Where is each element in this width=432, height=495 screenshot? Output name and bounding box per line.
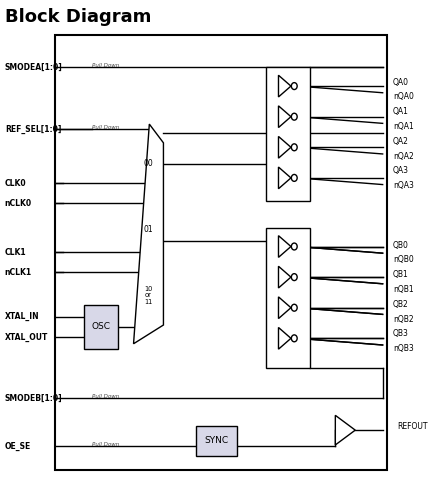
Circle shape <box>291 274 297 281</box>
Bar <box>55 35 387 470</box>
Text: nQB3: nQB3 <box>393 344 414 353</box>
Polygon shape <box>279 328 291 349</box>
Circle shape <box>291 335 297 342</box>
Bar <box>267 228 310 368</box>
Text: QB2: QB2 <box>393 300 409 309</box>
Circle shape <box>291 113 297 120</box>
Circle shape <box>291 243 297 250</box>
Text: CLK1: CLK1 <box>5 248 26 257</box>
Text: 00: 00 <box>143 159 153 168</box>
Text: QA3: QA3 <box>393 166 409 176</box>
Text: nQA3: nQA3 <box>393 181 414 190</box>
Text: QB1: QB1 <box>393 270 409 279</box>
Text: 01: 01 <box>144 225 153 234</box>
Text: nQA0: nQA0 <box>393 93 414 101</box>
Text: SMODEB[1:0]: SMODEB[1:0] <box>5 394 63 402</box>
Text: nQA1: nQA1 <box>393 122 414 131</box>
Text: Pull Down: Pull Down <box>92 442 119 447</box>
Text: SYNC: SYNC <box>204 437 229 446</box>
Text: QA2: QA2 <box>393 137 409 146</box>
Text: nCLK0: nCLK0 <box>5 198 32 207</box>
Polygon shape <box>279 106 291 128</box>
Circle shape <box>291 304 297 311</box>
Circle shape <box>291 144 297 151</box>
Circle shape <box>291 83 297 90</box>
Text: OSC: OSC <box>91 322 110 332</box>
Text: 10
or
11: 10 or 11 <box>144 286 152 305</box>
Text: nQB2: nQB2 <box>393 315 414 324</box>
Text: REFOUT: REFOUT <box>397 422 428 431</box>
Text: REF_SEL[1:0]: REF_SEL[1:0] <box>5 124 61 134</box>
Text: nQA2: nQA2 <box>393 151 414 161</box>
Polygon shape <box>133 124 163 344</box>
Polygon shape <box>279 236 291 257</box>
Text: Block Diagram: Block Diagram <box>5 8 151 26</box>
Text: QB3: QB3 <box>393 329 409 339</box>
Text: QB0: QB0 <box>393 241 409 249</box>
Text: nQB0: nQB0 <box>393 255 414 264</box>
Bar <box>84 305 118 348</box>
Text: XTAL_OUT: XTAL_OUT <box>5 333 48 342</box>
Polygon shape <box>335 415 355 445</box>
Text: CLK0: CLK0 <box>5 179 26 188</box>
Polygon shape <box>279 266 291 288</box>
Text: QA1: QA1 <box>393 107 409 116</box>
Polygon shape <box>279 137 291 158</box>
Text: Pull Down: Pull Down <box>92 394 119 399</box>
Polygon shape <box>279 167 291 189</box>
Polygon shape <box>279 297 291 319</box>
Circle shape <box>291 174 297 181</box>
Text: Pull Down: Pull Down <box>92 125 119 130</box>
Text: QA0: QA0 <box>393 78 409 87</box>
Polygon shape <box>279 75 291 97</box>
Bar <box>196 426 237 456</box>
Bar <box>267 67 310 200</box>
Text: SMODEA[1:0]: SMODEA[1:0] <box>5 63 63 72</box>
Text: XTAL_IN: XTAL_IN <box>5 312 39 321</box>
Text: nCLK1: nCLK1 <box>5 268 32 277</box>
Text: nQB1: nQB1 <box>393 285 414 294</box>
Text: Pull Down: Pull Down <box>92 63 119 68</box>
Text: OE_SE: OE_SE <box>5 442 31 450</box>
